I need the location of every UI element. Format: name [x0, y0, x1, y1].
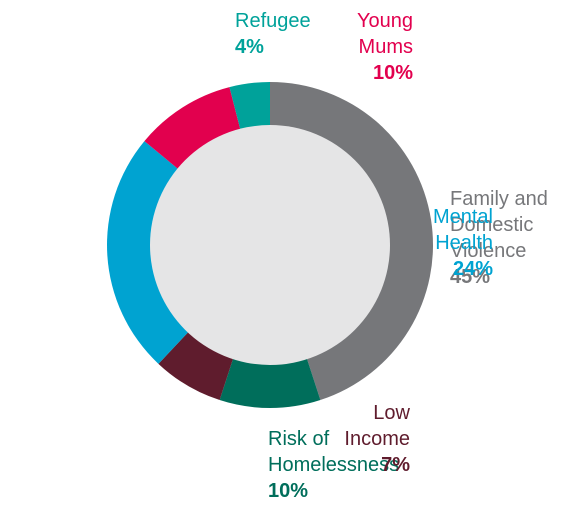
label-risk-of-homelessness: Risk of Homelessness 10%	[268, 426, 399, 504]
slice-label-line: Violence	[450, 240, 527, 262]
label-mental-health: Mental Health 24%	[433, 204, 493, 282]
slice-value-label: 10%	[268, 480, 309, 502]
donut-center-disc	[150, 125, 390, 365]
label-young-mums: Young Mums 10%	[357, 8, 413, 86]
slice-label-line: Domestic	[450, 214, 534, 236]
slice-value-label: 7%	[381, 454, 410, 476]
slice-value-label: 24%	[452, 258, 493, 280]
slice-label-line: Risk of	[268, 428, 330, 450]
slice-label-line: Income	[344, 428, 410, 450]
slice-value-label: 4%	[235, 36, 264, 58]
slice-label-line: Low	[373, 402, 410, 424]
slice-value-label: 45%	[450, 266, 491, 288]
slice-value-label: 10%	[372, 62, 413, 84]
slice-label-line: Homelessness	[268, 454, 400, 476]
label-family-and-domestic-violence: Family and Domestic Violence 45%	[450, 186, 548, 290]
slice-label-line: Refugee	[235, 10, 311, 32]
label-refugee: Refugee 4%	[235, 8, 311, 60]
slice-label-line: Young	[357, 10, 413, 32]
label-low-income: Low Income 7%	[344, 400, 410, 478]
slice-label-line: Mums	[358, 36, 413, 58]
slice-label-line: Family and	[450, 188, 548, 210]
slice-label-line: Mental	[432, 206, 493, 228]
slice-label-line: Health	[435, 232, 493, 254]
